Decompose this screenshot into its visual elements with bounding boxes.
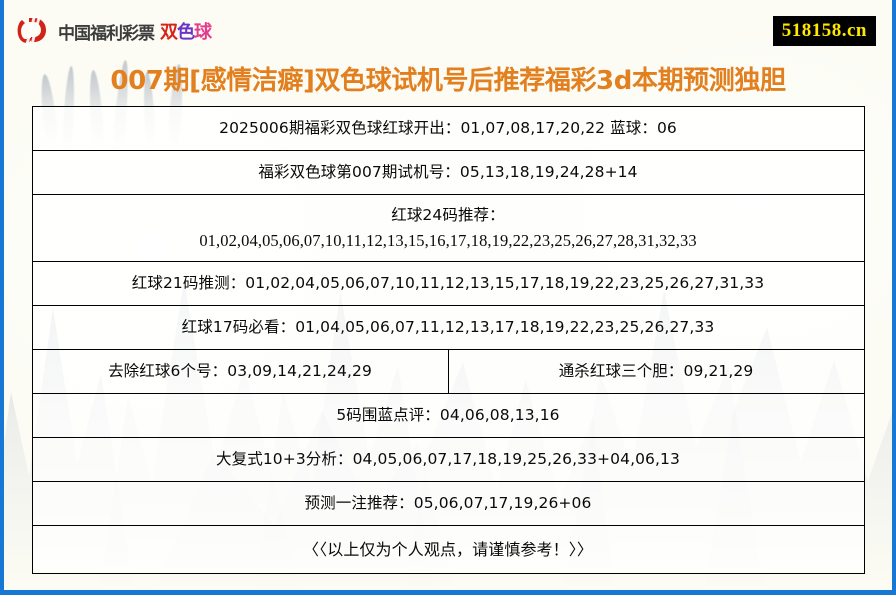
site-url-badge[interactable]: 518158.cn xyxy=(772,16,876,46)
site-logo[interactable]: 中国福利彩票 双色球 xyxy=(16,16,212,46)
table-row: 大复式10+3分析：04,05,06,07,17,18,19,25,26,33+… xyxy=(31,437,865,482)
disclaimer-note: 〈〈以上仅为个人观点，请谨慎参考！〉〉 xyxy=(31,525,865,574)
table-row: 预测一注推荐：05,06,07,17,19,26+06 xyxy=(31,481,865,526)
row-compound-10-3: 大复式10+3分析：04,05,06,07,17,18,19,25,26,33+… xyxy=(31,437,865,482)
row-red-24-codes-values: 01,02,04,05,06,07,10,11,12,13,15,16,17,1… xyxy=(199,231,697,250)
row-red-24-codes: 红球24码推荐： 01,02,04,05,06,07,10,11,12,13,1… xyxy=(31,194,865,262)
table-row: 〈〈以上仅为个人观点，请谨慎参考！〉〉 xyxy=(31,525,865,574)
table-row: 红球21码推测：01,02,04,05,06,07,10,11,12,13,15… xyxy=(31,261,865,306)
table-row: 福彩双色球第007期试机号：05,13,18,19,24,28+14 xyxy=(31,150,865,195)
logo-char-2: 色 xyxy=(177,22,195,43)
logo-char-1: 双 xyxy=(160,22,178,43)
row-kill-3-reds: 通杀红球三个胆：09,21,29 xyxy=(447,349,865,394)
table-row: 去除红球6个号：03,09,14,21,24,29 通杀红球三个胆：09,21,… xyxy=(31,349,865,394)
prediction-table: 2025006期福彩双色球红球开出：01,07,08,17,20,22 蓝球：0… xyxy=(31,106,865,574)
row-test-number: 福彩双色球第007期试机号：05,13,18,19,24,28+14 xyxy=(31,150,865,195)
cwl-china-welfare-lottery-icon xyxy=(16,16,52,46)
row-single-bet-recommendation: 预测一注推荐：05,06,07,17,19,26+06 xyxy=(31,481,865,526)
row-red-21-codes: 红球21码推测：01,02,04,05,06,07,10,11,12,13,15… xyxy=(31,261,865,306)
row-red-24-codes-label: 红球24码推荐： xyxy=(391,206,505,224)
table-row: 红球17码必看：01,04,05,06,07,11,12,13,17,18,19… xyxy=(31,305,865,350)
row-blue-5-codes: 5码围蓝点评：04,06,08,13,16 xyxy=(31,393,865,438)
table-row: 5码围蓝点评：04,06,08,13,16 xyxy=(31,393,865,438)
table-row: 2025006期福彩双色球红球开出：01,07,08,17,20,22 蓝球：0… xyxy=(31,106,865,151)
row-exclude-6-reds: 去除红球6个号：03,09,14,21,24,29 xyxy=(31,349,449,394)
row-lottery-result: 2025006期福彩双色球红球开出：01,07,08,17,20,22 蓝球：0… xyxy=(31,106,865,151)
row-red-17-codes: 红球17码必看：01,04,05,06,07,11,12,13,17,18,19… xyxy=(31,305,865,350)
page-title: 007期[感情洁癖]双色球试机号后推荐福彩3d本期预测独胆 xyxy=(110,66,786,96)
logo-text-shuangseqiu: 双色球 xyxy=(160,18,212,44)
logo-char-3: 球 xyxy=(194,22,212,43)
logo-text-cn: 中国福利彩票 xyxy=(58,23,155,44)
table-row: 红球24码推荐： 01,02,04,05,06,07,10,11,12,13,1… xyxy=(31,194,865,262)
site-header: 中国福利彩票 双色球 518158.cn xyxy=(4,0,892,62)
